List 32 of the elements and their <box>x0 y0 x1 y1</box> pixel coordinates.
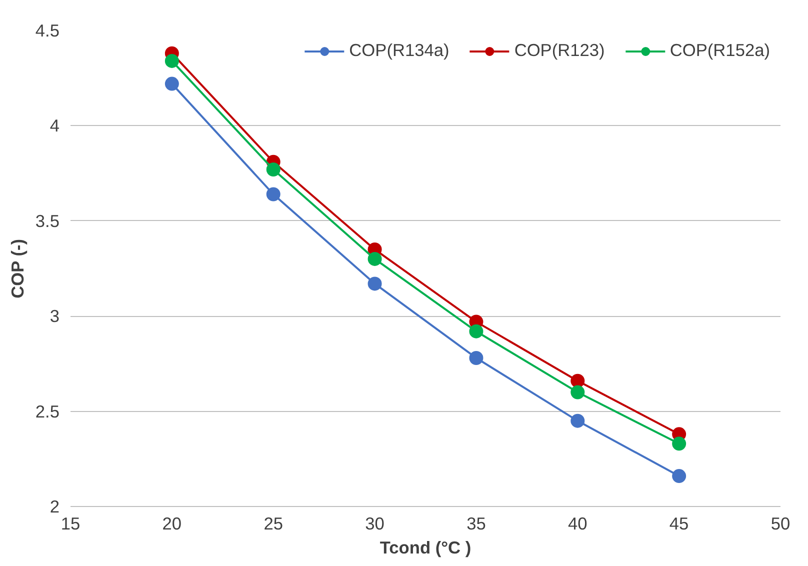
y-tick-label: 4.5 <box>35 20 60 40</box>
legend-label: COP(R152a) <box>670 40 770 61</box>
x-tick-label: 15 <box>60 514 80 534</box>
point <box>368 276 382 291</box>
x-tick-label: 25 <box>264 514 283 534</box>
x-tick-label: 20 <box>162 514 182 534</box>
y-tick-label: 2 <box>50 496 60 516</box>
y-tick-label: 2.5 <box>35 401 60 422</box>
legend-label: COP(R123) <box>514 40 605 61</box>
y-axis-title: COP (-) <box>7 238 28 298</box>
x-tick-label: 30 <box>365 514 384 534</box>
y-tick-label: 3.5 <box>35 210 60 231</box>
x-tick-label: 35 <box>466 514 486 534</box>
y-tick-label: 4 <box>50 116 60 136</box>
point <box>570 385 585 400</box>
y-tick-label: 3 <box>50 306 60 326</box>
x-tick-label: 45 <box>669 514 689 534</box>
point <box>469 324 484 338</box>
x-tick-label: 40 <box>568 514 588 534</box>
point <box>672 436 686 451</box>
point <box>266 162 280 176</box>
point <box>164 54 179 68</box>
point <box>164 76 179 91</box>
point <box>266 187 280 202</box>
point <box>672 469 686 484</box>
point <box>570 414 585 428</box>
point <box>368 252 382 266</box>
point <box>469 351 484 365</box>
legend-label: COP(R134a) <box>349 40 450 61</box>
x-tick-label: 50 <box>770 514 790 534</box>
x-axis-title: Tcond (°C ) <box>380 538 472 558</box>
point <box>570 374 585 388</box>
